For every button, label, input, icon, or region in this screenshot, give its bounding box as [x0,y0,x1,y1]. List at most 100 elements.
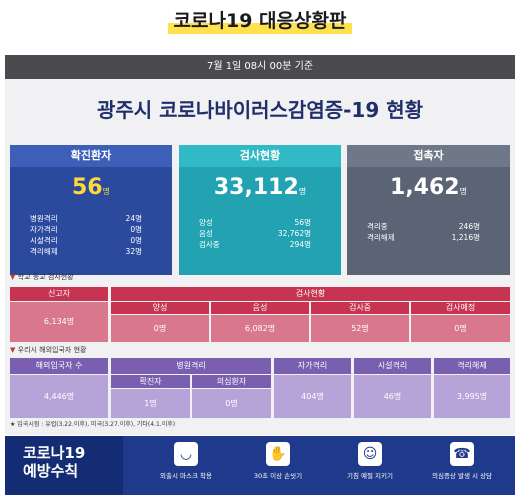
phone-icon: ☎ [450,442,474,466]
tests-value: 33,112 [213,175,299,200]
reporter-value: 6,134명 [10,302,108,342]
tests-rows: 양성 56명 음성 32,762명 검사중 294명 [199,217,311,250]
row-value: 24명 [125,214,142,223]
contacts-rows: 격리중 246명 격리해제 1,216명 [367,221,480,243]
released-label: 격리해제 [434,358,510,374]
school-col-value: 0명 [411,315,510,342]
confirmed-unit: 명 [102,187,110,196]
school-section-text: 학교 등교 검사현황 [17,273,74,281]
tests-unit: 명 [298,187,307,196]
main-title: 광주시 코로나바이러스감염증-19 현황 [96,98,424,122]
arrivals-value: 4,446명 [10,375,108,418]
cough-icon: ☺ [358,442,382,466]
overseas-table: 해외입국자 수 4,446명 병원격리 확진자 의심환자 1명 0명 자가격리 … [10,358,510,418]
tip-cough: ☺ 기침 예절 지키기 [324,436,416,495]
contacts-total: 1,462명 [347,175,510,207]
confirmed-total: 56명 [10,175,172,207]
school-status-label: 검사현황 [111,287,510,301]
row-label: 자가격리 [30,225,58,234]
confirmed-rows: 병원격리 24명 자가격리 0명 시설격리 0명 격리해제 32명 [30,213,142,257]
school-col-value: 6,082명 [211,315,309,342]
facility-value: 46명 [354,375,431,418]
row-value: 32,762명 [277,229,311,238]
triangle-icon: ▼ [10,346,16,354]
row-label: 검사중 [199,240,220,249]
tests-label: 검사현황 [179,145,341,167]
tests-total: 33,112명 [179,175,341,207]
list-item: 격리해제 1,216명 [367,232,480,243]
row-label: 격리해제 [367,233,395,242]
list-item: 시설격리 0명 [30,235,142,246]
list-item: 양성 56명 [199,217,311,228]
row-label: 시설격리 [30,236,58,245]
status-panel: 7월 1일 08시 00분 기준 광주시 코로나바이러스감염증-19 현황 확진… [5,55,515,435]
confirmed-label: 확진환자 [10,145,172,167]
hospital-label: 병원격리 [111,358,271,374]
list-item: 격리해제 32명 [30,246,142,257]
row-value: 294명 [289,240,311,249]
list-item: 검사중 294명 [199,239,311,250]
list-item: 음성 32,762명 [199,228,311,239]
prevention-title-line2: 예방수칙 [23,462,79,480]
school-col-label: 음성 [211,302,309,314]
row-value: 32명 [125,247,142,256]
school-col-label: 양성 [111,302,209,314]
contacts-label: 접촉자 [347,145,510,167]
row-value: 0명 [130,225,142,234]
facility-label: 시설격리 [354,358,431,374]
tip-label: 기침 예절 지키기 [347,472,393,480]
reporter-label: 신고자 [10,287,108,301]
tip-phone: ☎ 의심증상 발생 시 상담 [416,436,508,495]
confirmed-value: 56 [72,175,103,200]
triangle-icon: ▼ [10,273,16,281]
contacts-unit: 명 [459,187,467,196]
confirmed-sub-value: 1명 [111,389,190,418]
tip-label: 의심증상 발생 시 상담 [431,472,493,480]
overseas-section-label: ▼ 우리시 해외입국자 현황 [10,345,86,355]
tip-mask: ◡ 외출시 마스크 착용 [140,436,232,495]
school-col-value: 52명 [311,315,409,342]
suspect-sub-label: 의심환자 [192,375,271,388]
school-col-label: 검사중 [311,302,409,314]
summary-cards: 확진환자 56명 병원격리 24명 자가격리 0명 시설격리 0명 격리해제 32명 검… [10,145,510,275]
list-item: 격리중 246명 [367,221,480,232]
prevention-title-line1: 코로나19 [23,444,86,462]
school-section-label: ▼ 학교 등교 검사현황 [10,272,74,282]
list-item: 자가격리 0명 [30,224,142,235]
tests-card: 검사현황 33,112명 양성 56명 음성 32,762명 검사중 294명 [179,145,341,275]
handwash-icon: ✋ [266,442,290,466]
prevention-banner: 코로나19 예방수칙 ◡ 외출시 마스크 착용 ✋ 30초 이상 손씻기 ☺ 기… [5,436,515,495]
confirmed-card: 확진환자 56명 병원격리 24명 자가격리 0명 시설격리 0명 격리해제 32명 [10,145,172,275]
row-label: 양성 [199,218,213,227]
suspect-sub-value: 0명 [192,389,271,418]
tip-handwash: ✋ 30초 이상 손씻기 [232,436,324,495]
mask-icon: ◡ [174,442,198,466]
prevention-title: 코로나19 예방수칙 [5,436,123,495]
row-value: 246명 [458,222,480,231]
contacts-card: 접촉자 1,462명 격리중 246명 격리해제 1,216명 [347,145,510,275]
confirmed-sub-label: 확진자 [111,375,190,388]
row-value: 1,216명 [451,233,480,242]
timestamp-bar: 7월 1일 08시 00분 기준 [5,55,515,79]
entry-date-note: ★ 입국시점 : 유럽(3.22.이후), 미국(3.27.이후), 기타(4.… [10,421,176,428]
tip-label: 30초 이상 손씻기 [253,472,303,480]
self-quarantine-value: 404명 [274,375,351,418]
row-label: 음성 [199,229,213,238]
overseas-section-text: 우리시 해외입국자 현황 [17,346,87,354]
self-quarantine-label: 자가격리 [274,358,351,374]
row-label: 격리중 [367,222,388,231]
released-value: 3,995명 [434,375,510,418]
row-value: 0명 [130,236,142,245]
page-title-wrap: 코로나19 대응상황판 [0,8,520,34]
row-label: 격리해제 [30,247,58,256]
school-col-value: 0명 [111,315,209,342]
page-title: 코로나19 대응상황판 [167,8,353,34]
arrivals-label: 해외입국자 수 [10,358,108,374]
tip-label: 외출시 마스크 착용 [160,472,212,480]
contacts-value: 1,462 [390,175,460,200]
row-label: 병원격리 [30,214,58,223]
school-table: 신고자 6,134명 검사현황 양성 음성 검사중 검사예정 0명 6,082명… [10,287,510,342]
school-col-label: 검사예정 [411,302,510,314]
row-value: 56명 [294,218,311,227]
list-item: 병원격리 24명 [30,213,142,224]
